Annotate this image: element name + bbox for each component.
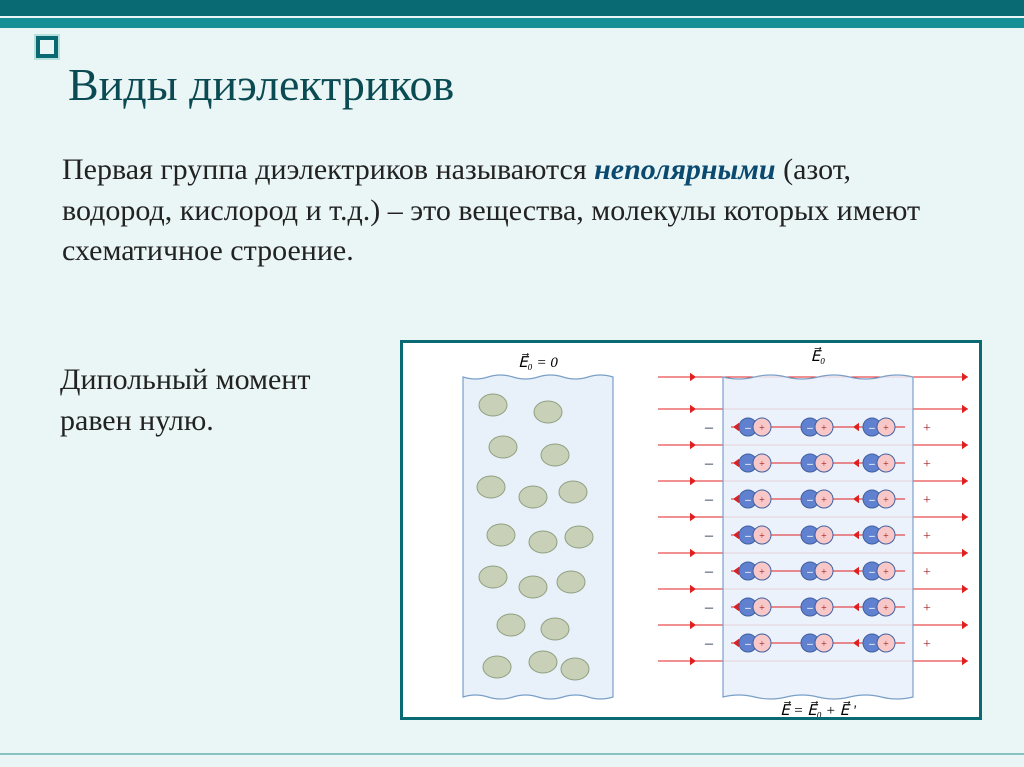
svg-text:–: –: [744, 422, 751, 434]
svg-text:+: +: [821, 603, 827, 614]
svg-text:–: –: [806, 458, 813, 470]
svg-text:E⃗ = E⃗₀ + E⃗ ': E⃗ = E⃗₀ + E⃗ ': [780, 700, 857, 717]
svg-text:–: –: [868, 494, 875, 506]
diagram-frame: E⃗₀ = 0E⃗₀–+–+–+–+–+–+–+–+–+–+–+–+–+–+–+…: [400, 340, 982, 720]
svg-text:–: –: [744, 566, 751, 578]
svg-text:+: +: [883, 603, 889, 614]
svg-text:+: +: [883, 495, 889, 506]
para-part1: Первая группа диэлектриков называются: [62, 153, 594, 186]
svg-text:+: +: [821, 495, 827, 506]
svg-text:–: –: [806, 602, 813, 614]
svg-text:+: +: [923, 421, 931, 436]
svg-text:+: +: [923, 637, 931, 652]
svg-text:+: +: [923, 565, 931, 580]
svg-text:+: +: [923, 493, 931, 508]
svg-text:–: –: [744, 602, 751, 614]
svg-text:–: –: [806, 494, 813, 506]
svg-text:+: +: [759, 495, 765, 506]
svg-text:–: –: [868, 602, 875, 614]
svg-text:+: +: [759, 423, 765, 434]
body-paragraph: Первая группа диэлектриков называются не…: [62, 150, 964, 272]
svg-text:–: –: [704, 527, 714, 544]
svg-text:+: +: [759, 639, 765, 650]
svg-text:+: +: [923, 529, 931, 544]
svg-text:+: +: [883, 459, 889, 470]
svg-text:–: –: [744, 530, 751, 542]
svg-text:+: +: [759, 603, 765, 614]
para-emphasis: неполярными: [594, 153, 775, 186]
slide-title: Виды диэлектриков: [68, 58, 454, 111]
svg-text:–: –: [744, 494, 751, 506]
bottom-divider: [0, 753, 1024, 755]
svg-text:+: +: [821, 567, 827, 578]
svg-text:+: +: [883, 639, 889, 650]
dielectric-diagram: E⃗₀ = 0E⃗₀–+–+–+–+–+–+–+–+–+–+–+–+–+–+–+…: [403, 343, 979, 717]
svg-text:+: +: [883, 423, 889, 434]
svg-text:+: +: [883, 531, 889, 542]
svg-text:–: –: [704, 599, 714, 616]
svg-text:+: +: [923, 457, 931, 472]
svg-text:+: +: [759, 567, 765, 578]
svg-text:+: +: [759, 459, 765, 470]
svg-text:–: –: [868, 458, 875, 470]
svg-text:–: –: [868, 530, 875, 542]
svg-text:E⃗₀ = 0: E⃗₀ = 0: [518, 352, 558, 371]
svg-text:–: –: [806, 422, 813, 434]
svg-text:E⃗₀: E⃗₀: [811, 346, 826, 365]
svg-text:–: –: [744, 638, 751, 650]
svg-text:–: –: [744, 458, 751, 470]
side-line2: равен нулю.: [60, 401, 310, 442]
svg-text:+: +: [883, 567, 889, 578]
bullet-square-icon: [36, 36, 58, 58]
top-bar: [0, 0, 1024, 16]
svg-text:+: +: [821, 423, 827, 434]
svg-text:–: –: [868, 422, 875, 434]
svg-text:–: –: [868, 638, 875, 650]
svg-text:–: –: [704, 563, 714, 580]
svg-text:–: –: [868, 566, 875, 578]
svg-text:–: –: [806, 530, 813, 542]
svg-text:–: –: [806, 638, 813, 650]
svg-text:–: –: [806, 566, 813, 578]
svg-text:–: –: [704, 419, 714, 436]
svg-text:+: +: [821, 639, 827, 650]
svg-text:–: –: [704, 491, 714, 508]
svg-text:+: +: [759, 531, 765, 542]
side-line1: Дипольный момент: [60, 360, 310, 401]
svg-text:–: –: [704, 635, 714, 652]
svg-text:+: +: [821, 459, 827, 470]
side-paragraph: Дипольный момент равен нулю.: [60, 360, 310, 441]
svg-text:+: +: [821, 531, 827, 542]
svg-text:+: +: [923, 601, 931, 616]
svg-text:–: –: [704, 455, 714, 472]
top-bar-accent: [0, 18, 1024, 28]
